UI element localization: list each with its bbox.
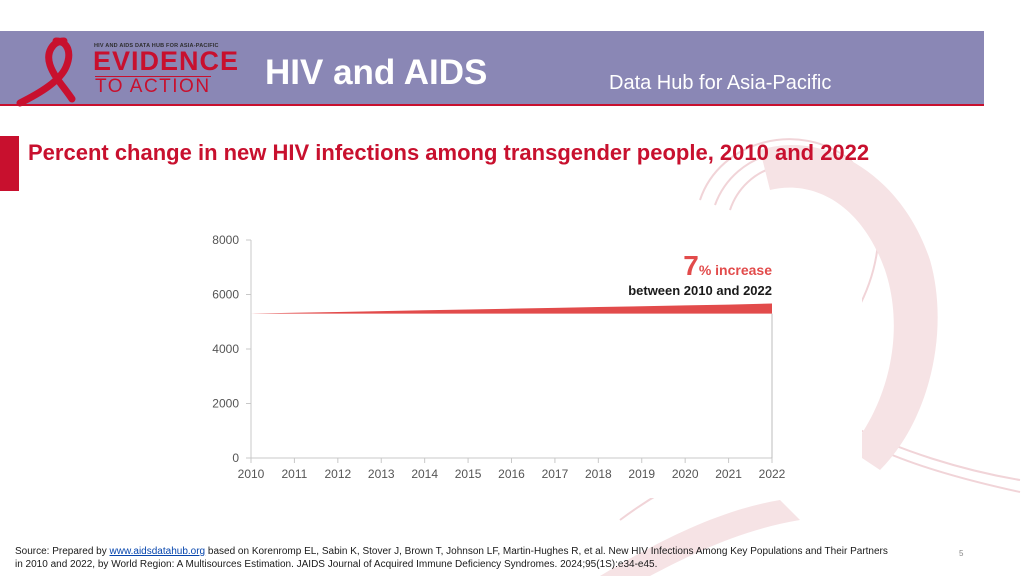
header-subtitle: Data Hub for Asia-Pacific — [609, 72, 832, 94]
red-ribbon-icon — [16, 37, 76, 107]
source-citation: based on Korenromp EL, Sabin K, Stover J… — [15, 546, 888, 570]
slide-number: 5 — [959, 549, 964, 558]
source-note: Source: Prepared by www.aidsdatahub.org … — [15, 545, 895, 571]
callout-suffix: % increase — [698, 262, 772, 278]
source-prefix: Source: Prepared by — [15, 546, 110, 557]
header-title: HIV and AIDS — [265, 53, 488, 92]
logo-evidence-text: EVIDENCE — [93, 46, 240, 76]
x-tick-label: 2018 — [585, 467, 612, 481]
source-link[interactable]: www.aidsdatahub.org — [109, 546, 206, 557]
x-tick-label: 2010 — [238, 467, 265, 481]
logo-action-text: TO ACTION — [95, 76, 211, 97]
evidence-to-action-logo: HIV AND AIDS DATA HUB FOR ASIA-PACIFIC E… — [16, 35, 246, 107]
y-tick-label: 4000 — [212, 342, 239, 356]
x-tick-label: 2017 — [542, 467, 569, 481]
x-tick-label: 2011 — [282, 467, 308, 481]
x-tick-label: 2020 — [672, 467, 699, 481]
callout-subtext: between 2010 and 2022 — [628, 283, 772, 298]
x-tick-label: 2012 — [324, 467, 351, 481]
logo-small-text: HIV AND AIDS DATA HUB FOR ASIA-PACIFIC — [94, 43, 219, 49]
x-tick-label: 2014 — [411, 467, 438, 481]
x-tick-label: 2019 — [628, 467, 655, 481]
y-tick-label: 2000 — [212, 397, 239, 411]
chart-panel — [200, 228, 862, 498]
x-tick-label: 2016 — [498, 467, 525, 481]
callout-number: 7 — [683, 250, 699, 281]
x-tick-label: 2013 — [368, 467, 395, 481]
title-accent-bar — [0, 136, 19, 191]
series-area — [251, 303, 772, 314]
increase-callout: 7% increase between 2010 and 2022 — [628, 249, 772, 299]
y-tick-label: 0 — [232, 451, 239, 465]
x-tick-label: 2015 — [455, 467, 482, 481]
x-tick-label: 2021 — [715, 467, 742, 481]
y-tick-label: 6000 — [212, 288, 239, 302]
x-tick-label: 2022 — [759, 467, 786, 481]
header-banner: HIV AND AIDS DATA HUB FOR ASIA-PACIFIC E… — [0, 31, 984, 107]
y-tick-label: 8000 — [212, 233, 239, 247]
page-title: Percent change in new HIV infections amo… — [28, 140, 870, 165]
